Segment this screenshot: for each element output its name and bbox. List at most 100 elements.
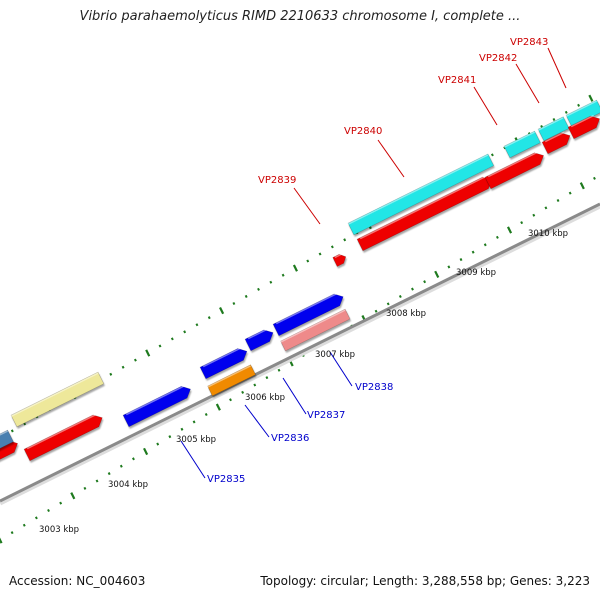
scale-label-3006: 3006 kbp <box>245 393 285 403</box>
gene-vp2837-blue <box>244 329 274 352</box>
gene-vp2842-feature-highlight <box>544 131 565 143</box>
gene-vp2841-cyan-highlight <box>503 131 535 148</box>
outer-tick <box>145 349 151 357</box>
gene-vp2841-feature-highlight <box>487 151 538 178</box>
inner-tick <box>579 182 585 190</box>
inner-tick <box>483 243 487 247</box>
gene-vp2843-cyan-highlight <box>565 100 597 117</box>
scale-label-3005: 3005 kbp <box>176 435 216 445</box>
map-title: Vibrio parahaemolyticus RIMD 2210633 chr… <box>79 9 521 24</box>
scale-label-3008: 3008 kbp <box>386 309 426 319</box>
chromosome-backbone <box>0 202 600 506</box>
outer-tick <box>121 365 125 369</box>
outer-tick <box>564 110 568 114</box>
outer-tick <box>195 323 199 327</box>
inner-tick <box>520 221 524 225</box>
outer-tick <box>490 153 494 157</box>
inner-tick <box>495 235 499 239</box>
inner-tick-track <box>0 176 596 544</box>
callout-vp2835 <box>180 440 206 479</box>
scale-label-3007: 3007 kbp <box>315 350 355 360</box>
gene-vp2839-feature <box>332 253 347 267</box>
outer-tick <box>552 117 556 121</box>
inner-tick <box>568 191 572 195</box>
backbone-line <box>0 202 600 503</box>
callout-vp2842 <box>515 63 540 104</box>
inner-tick <box>253 383 257 387</box>
inner-tick <box>556 198 560 203</box>
inner-tick <box>471 250 475 254</box>
inner-tick <box>70 492 76 500</box>
gene-left-red <box>23 414 103 462</box>
inner-tick <box>83 486 87 490</box>
outer-tick <box>330 245 334 249</box>
gene-label-vp2836: VP2836 <box>271 433 309 444</box>
gene-label-vp2839: VP2839 <box>258 175 296 186</box>
callout-vp2837 <box>282 377 307 415</box>
inner-tick <box>506 226 513 234</box>
gene-vp2841-cyan <box>503 130 541 159</box>
inner-tick <box>10 531 14 535</box>
inner-tick <box>265 376 269 380</box>
inner-tick <box>59 501 63 505</box>
outer-tick <box>109 372 113 376</box>
gene-vp2836-feature <box>207 364 256 397</box>
gene-label-vp2837: VP2837 <box>307 410 345 421</box>
gene-vp2836-feature-highlight <box>207 365 251 388</box>
inner-tick <box>95 479 99 483</box>
outer-tick <box>318 252 322 256</box>
scale-label-3010: 3010 kbp <box>528 229 568 239</box>
inner-tick <box>168 435 172 439</box>
gene-vp2840-feature-highlight <box>359 175 487 240</box>
outer-tick <box>577 103 581 107</box>
outer-tick <box>10 429 14 433</box>
gene-label-vp2840: VP2840 <box>344 126 382 137</box>
inner-tick <box>459 258 463 262</box>
callout-vp2838 <box>329 351 353 387</box>
inner-tick <box>532 213 536 217</box>
gene-left-red-highlight <box>26 413 97 450</box>
outer-tick <box>232 301 236 306</box>
gene-callouts <box>180 47 567 479</box>
inner-tick <box>22 523 26 527</box>
inner-tick <box>447 265 451 269</box>
callout-vp2836 <box>244 404 270 438</box>
gene-vp2836-blue <box>199 348 248 380</box>
inner-tick <box>593 176 596 180</box>
backbone-shadow <box>0 203 600 506</box>
gene-vp2838-blue-highlight <box>275 292 338 325</box>
gene-vp2843-feature-highlight <box>570 114 594 128</box>
gene-left-khaki-highlight <box>10 372 99 417</box>
gene-vp2840-cyan-highlight <box>347 154 489 225</box>
gene-labels: VP2839 VP2840 VP2841 VP2842 VP2843 VP283… <box>207 37 548 485</box>
gene-vp2838-feature-highlight <box>280 309 346 343</box>
gene-vp2842-cyan-highlight <box>537 117 564 131</box>
scale-labels: 3003 kbp 3004 kbp 3005 kbp 3006 kbp 3007… <box>39 229 568 535</box>
gene-vp2838-feature <box>280 308 351 352</box>
inner-tick <box>229 398 232 402</box>
gene-left-steel <box>0 429 14 449</box>
inner-tick <box>374 309 378 313</box>
inner-tick <box>398 294 402 298</box>
outer-tick <box>219 306 225 315</box>
outer-tick <box>183 330 187 334</box>
scale-label-3009: 3009 kbp <box>456 268 496 278</box>
gene-vp2835-feature <box>122 385 191 428</box>
gene-vp2839-feature-highlight <box>334 253 342 259</box>
gene-vp2840-cyan <box>347 153 495 236</box>
outer-tick <box>343 238 347 242</box>
gene-features <box>0 99 600 462</box>
inner-tick <box>192 420 196 424</box>
gene-vp2842-feature <box>541 132 571 155</box>
inner-tick <box>107 472 111 476</box>
inner-tick <box>277 368 281 372</box>
inner-tick <box>386 302 390 306</box>
inner-tick <box>143 447 149 456</box>
gene-vp2838-blue <box>272 293 344 337</box>
outer-tick <box>207 316 211 320</box>
inner-tick <box>119 464 123 468</box>
outer-tick <box>170 337 174 341</box>
callout-vp2843 <box>547 47 567 89</box>
inner-tick <box>132 457 135 461</box>
gene-label-vp2835: VP2835 <box>207 474 245 485</box>
